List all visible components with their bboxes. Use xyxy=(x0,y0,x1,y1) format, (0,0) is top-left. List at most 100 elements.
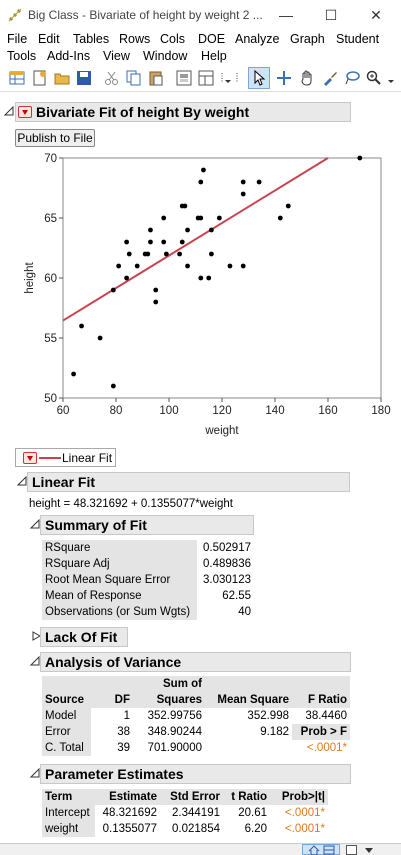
data-point[interactable] xyxy=(198,179,204,185)
data-point[interactable] xyxy=(97,335,103,341)
data-point[interactable] xyxy=(148,239,153,245)
menu-student[interactable]: Student xyxy=(336,32,380,46)
data-point[interactable] xyxy=(134,263,140,269)
data-point[interactable] xyxy=(285,203,291,209)
open-folder-icon[interactable] xyxy=(53,69,71,87)
collapse-triangle-icon[interactable] xyxy=(17,476,27,486)
data-point[interactable] xyxy=(163,251,169,257)
layout-icon[interactable] xyxy=(197,69,215,87)
summary-of-fit-header: Summary of Fit xyxy=(40,515,254,535)
data-point[interactable] xyxy=(124,275,129,281)
fit-red-triangle-menu[interactable] xyxy=(23,452,37,464)
data-point[interactable] xyxy=(357,155,363,161)
collapse-triangle-icon[interactable] xyxy=(4,106,14,116)
fit-legend[interactable] xyxy=(15,448,116,467)
toolbar-overflow-icon[interactable] xyxy=(219,69,231,87)
cut-icon[interactable] xyxy=(103,69,121,87)
data-point[interactable] xyxy=(240,263,246,269)
data-point[interactable] xyxy=(185,263,190,269)
maximize-button[interactable]: ☐ xyxy=(324,7,338,23)
report-red-triangle-menu[interactable] xyxy=(18,106,32,118)
grid-icon[interactable] xyxy=(323,845,335,855)
save-icon[interactable] xyxy=(75,69,93,87)
journal-icon[interactable] xyxy=(175,69,193,87)
summary-label: Mean of Response xyxy=(42,588,197,604)
data-point[interactable] xyxy=(145,251,151,257)
menu-cols[interactable]: Cols xyxy=(160,32,186,46)
data-point[interactable] xyxy=(198,215,204,221)
home-icon[interactable] xyxy=(308,845,320,855)
menu-tables[interactable]: Tables xyxy=(73,32,110,46)
data-point[interactable] xyxy=(185,227,190,233)
status-window-button[interactable] xyxy=(346,845,357,855)
data-point[interactable] xyxy=(216,215,222,221)
summary-label: Observations (or Sum Wgts) xyxy=(42,604,197,620)
data-point[interactable] xyxy=(124,239,129,245)
data-point[interactable] xyxy=(161,215,167,221)
data-point[interactable] xyxy=(126,251,132,257)
paste-icon[interactable] xyxy=(147,69,165,87)
menu-doe[interactable]: DOE xyxy=(198,32,226,46)
crosshair-icon[interactable] xyxy=(275,69,293,87)
data-point[interactable] xyxy=(256,179,262,185)
toolbar xyxy=(0,66,401,92)
data-point[interactable] xyxy=(198,275,204,281)
menu-view[interactable]: View xyxy=(103,49,130,63)
data-point[interactable] xyxy=(209,251,214,257)
menu-file[interactable]: File xyxy=(7,32,28,46)
data-point[interactable] xyxy=(206,275,212,281)
data-point[interactable] xyxy=(179,239,185,245)
data-point[interactable] xyxy=(240,179,246,185)
menu-analyze[interactable]: Analyze xyxy=(235,32,280,46)
toolbar-more-icon[interactable] xyxy=(386,69,398,87)
data-point[interactable] xyxy=(148,227,153,233)
close-button[interactable]: ✕ xyxy=(370,7,382,23)
jmp-app-icon xyxy=(8,8,22,22)
menu-help[interactable]: Help xyxy=(201,49,227,63)
data-point[interactable] xyxy=(153,287,159,293)
menu-add-ins[interactable]: Add-Ins xyxy=(47,49,91,63)
brush-icon[interactable] xyxy=(321,69,339,87)
params-estimate: 0.1355077 xyxy=(102,823,157,835)
data-point[interactable] xyxy=(161,239,167,245)
magnifier-icon[interactable] xyxy=(365,69,383,87)
hand-icon[interactable] xyxy=(298,69,316,87)
data-point[interactable] xyxy=(71,371,76,377)
collapse-triangle-icon[interactable] xyxy=(30,768,40,778)
collapse-triangle-icon[interactable] xyxy=(30,519,40,529)
minimize-button[interactable]: — xyxy=(279,7,293,23)
data-point[interactable] xyxy=(116,263,122,269)
arrow-icon[interactable] xyxy=(250,69,268,87)
lack-of-fit-header[interactable]: Lack Of Fit xyxy=(40,627,128,647)
lasso-icon[interactable] xyxy=(343,69,361,87)
data-point[interactable] xyxy=(110,383,116,389)
anova-header: Analysis of Variance xyxy=(40,652,351,672)
data-point[interactable] xyxy=(153,299,159,305)
chevron-down-icon[interactable] xyxy=(364,847,374,855)
data-point[interactable] xyxy=(277,215,283,221)
data-point[interactable] xyxy=(209,227,214,233)
collapse-triangle-icon[interactable] xyxy=(30,656,40,666)
menu-tools[interactable]: Tools xyxy=(7,49,37,63)
menu-edit[interactable]: Edit xyxy=(38,32,60,46)
data-point[interactable] xyxy=(240,191,246,197)
data-point[interactable] xyxy=(177,251,183,257)
publish-to-file-button[interactable]: Publish to File xyxy=(15,129,95,147)
menu-window[interactable]: Window xyxy=(143,49,188,63)
data-point[interactable] xyxy=(79,323,84,329)
new-script-icon[interactable] xyxy=(31,69,49,87)
params-col-stderr: Std Error xyxy=(170,791,220,803)
params-term: Intercept xyxy=(42,805,95,821)
data-point[interactable] xyxy=(201,167,206,173)
data-point[interactable] xyxy=(110,287,116,293)
expand-triangle-icon[interactable] xyxy=(32,631,42,641)
table-row: Model 1 352.99756 352.998 38.4460 xyxy=(42,708,350,724)
data-point[interactable] xyxy=(182,203,188,209)
y-tick-label: 70 xyxy=(44,153,57,165)
menu-graph[interactable]: Graph xyxy=(290,32,325,46)
copy-icon[interactable] xyxy=(125,69,143,87)
data-table-icon[interactable] xyxy=(8,69,26,87)
summary-value: 3.030123 xyxy=(203,574,251,586)
data-point[interactable] xyxy=(227,263,233,269)
menu-rows[interactable]: Rows xyxy=(119,32,151,46)
